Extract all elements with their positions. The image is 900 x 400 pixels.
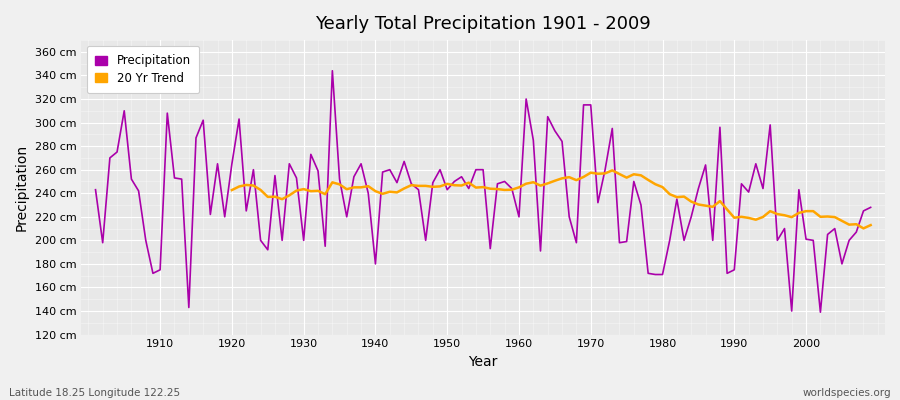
Legend: Precipitation, 20 Yr Trend: Precipitation, 20 Yr Trend	[87, 46, 199, 93]
Y-axis label: Precipitation: Precipitation	[15, 144, 29, 231]
Title: Yearly Total Precipitation 1901 - 2009: Yearly Total Precipitation 1901 - 2009	[315, 15, 651, 33]
X-axis label: Year: Year	[468, 355, 498, 369]
Text: Latitude 18.25 Longitude 122.25: Latitude 18.25 Longitude 122.25	[9, 388, 180, 398]
Text: worldspecies.org: worldspecies.org	[803, 388, 891, 398]
